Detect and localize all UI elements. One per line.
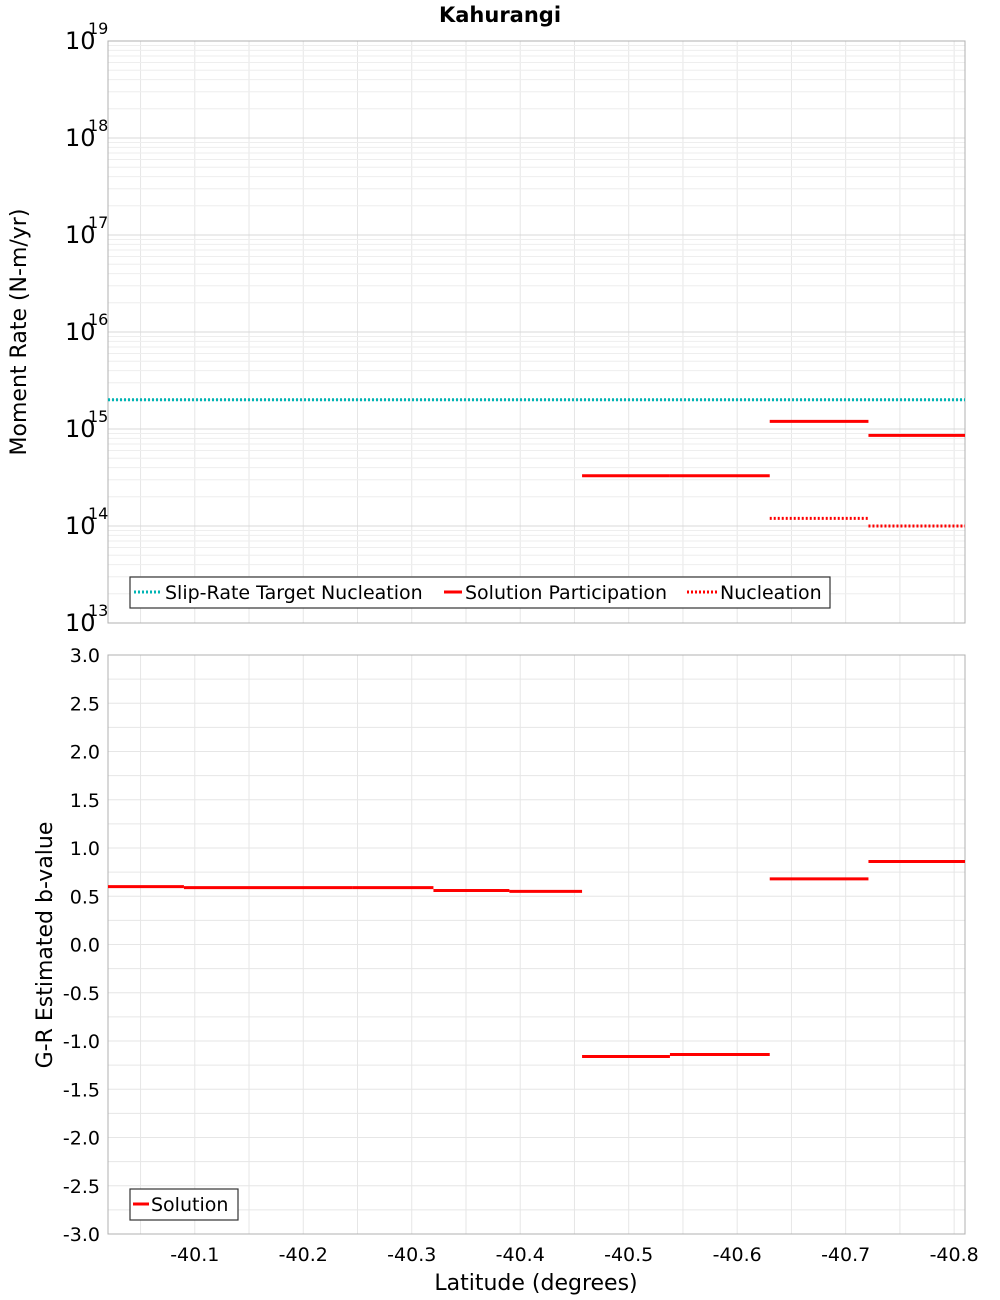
bottom-y-tick-labels: 3.0 2.5 2.0 1.5 1.0 0.5 0.0 -0.5 -1.0 -1.5 -2.0 -2.… <box>63 645 100 1246</box>
top-panel-grid <box>108 41 965 624</box>
x-tick-label: -40.4 <box>496 1244 545 1266</box>
bottom-plot-frame <box>107 654 966 1235</box>
bottom-y-tick-label: -1.5 <box>63 1079 100 1101</box>
top-series-group <box>108 398 965 528</box>
bottom-panel-grid <box>108 654 965 1235</box>
bottom-y-tick-label: 1.5 <box>70 790 100 812</box>
top-y-tick-exponent: 14 <box>88 504 108 523</box>
top-legend-box <box>129 576 831 609</box>
chart-title: Kahurangi <box>439 3 561 27</box>
x-axis-label: Latitude (degrees) <box>434 1271 637 1296</box>
top-plot-frame <box>107 40 966 624</box>
top-y-tick-label: 10 <box>65 27 96 55</box>
top-y-tick-label: 10 <box>65 221 96 249</box>
bottom-y-tick-label: 0.5 <box>70 886 100 908</box>
bottom-legend: Solution <box>129 1188 239 1221</box>
top-y-tick-label: 10 <box>65 609 96 637</box>
top-y-tick-exponent: 16 <box>88 310 108 329</box>
bottom-series-group <box>108 860 965 1058</box>
bottom-y-tick-label: -2.0 <box>63 1128 100 1150</box>
top-y-tick-label: 10 <box>65 318 96 346</box>
bottom-y-tick-label: 2.0 <box>70 742 100 764</box>
x-tick-label: -40.3 <box>387 1244 436 1266</box>
bottom-y-tick-label: 1.0 <box>70 838 100 860</box>
bottom-legend-label-solution: Solution <box>151 1194 228 1216</box>
top-y-tick-exponent: 13 <box>88 601 108 620</box>
x-tick-labels: -40.1 -40.2 -40.3 -40.4 -40.5 -40.6 -40.7 -40.8 <box>170 1244 979 1266</box>
top-legend-label-nucleation: Nucleation <box>720 582 822 604</box>
bottom-legend-box <box>129 1188 239 1221</box>
x-tick-label: -40.8 <box>930 1244 979 1266</box>
top-y-tick-exponent: 18 <box>88 116 108 135</box>
top-y-tick-exponent: 19 <box>88 19 108 38</box>
top-y-tick-label: 10 <box>65 415 96 443</box>
bottom-y-tick-label: 2.5 <box>70 693 100 715</box>
top-y-tick-label: 10 <box>65 124 96 152</box>
bottom-y-tick-label: -1.0 <box>63 1031 100 1053</box>
bottom-y-tick-label: 0.0 <box>70 935 100 957</box>
bottom-y-tick-label: -3.0 <box>63 1224 100 1246</box>
bottom-y-tick-label: 3.0 <box>70 645 100 667</box>
x-tick-label: -40.6 <box>713 1244 762 1266</box>
top-legend-label-participation: Solution Participation <box>465 582 667 604</box>
bottom-y-tick-label: -2.5 <box>63 1176 100 1198</box>
top-y-tick-exponent: 17 <box>88 213 108 232</box>
top-y-tick-exponent: 15 <box>88 407 108 426</box>
bottom-y-axis-label: G-R Estimated b-value <box>33 822 58 1069</box>
x-tick-label: -40.5 <box>604 1244 653 1266</box>
x-tick-label: -40.1 <box>170 1244 219 1266</box>
x-tick-label: -40.7 <box>821 1244 870 1266</box>
top-legend-label-target: Slip-Rate Target Nucleation <box>165 582 423 604</box>
top-legend: Slip-Rate Target Nucleation Solution Par… <box>129 576 831 609</box>
bottom-y-tick-label: -0.5 <box>63 983 100 1005</box>
top-y-axis-label: Moment Rate (N-m/yr) <box>7 209 32 456</box>
x-tick-label: -40.2 <box>279 1244 328 1266</box>
top-y-tick-label: 10 <box>65 512 96 540</box>
